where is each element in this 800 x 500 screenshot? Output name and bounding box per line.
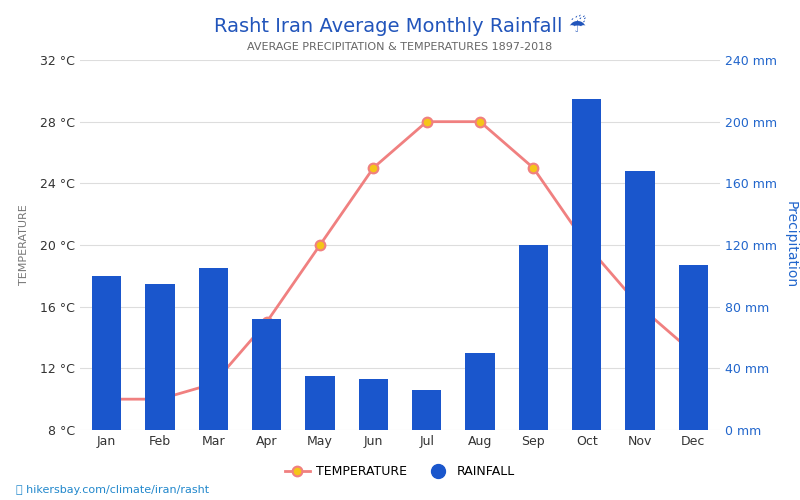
Text: AVERAGE PRECIPITATION & TEMPERATURES 1897-2018: AVERAGE PRECIPITATION & TEMPERATURES 189… xyxy=(247,42,553,52)
Bar xyxy=(252,319,282,430)
Bar xyxy=(678,265,708,430)
Y-axis label: Precipitation: Precipitation xyxy=(784,202,798,288)
Bar xyxy=(518,245,548,430)
Legend: TEMPERATURE, RAINFALL: TEMPERATURE, RAINFALL xyxy=(280,460,520,483)
Bar xyxy=(466,353,494,430)
Bar xyxy=(146,284,174,430)
Y-axis label: TEMPERATURE: TEMPERATURE xyxy=(19,204,29,286)
Bar xyxy=(92,276,122,430)
Bar xyxy=(412,390,442,430)
Bar xyxy=(358,379,388,430)
Text: 📍 hikersbay.com/climate/iran/rasht: 📍 hikersbay.com/climate/iran/rasht xyxy=(16,485,209,495)
Bar xyxy=(626,171,654,430)
Text: Rasht Iran Average Monthly Rainfall ☔: Rasht Iran Average Monthly Rainfall ☔ xyxy=(214,15,586,36)
Bar xyxy=(572,98,602,430)
Bar xyxy=(198,268,228,430)
Bar xyxy=(306,376,334,430)
